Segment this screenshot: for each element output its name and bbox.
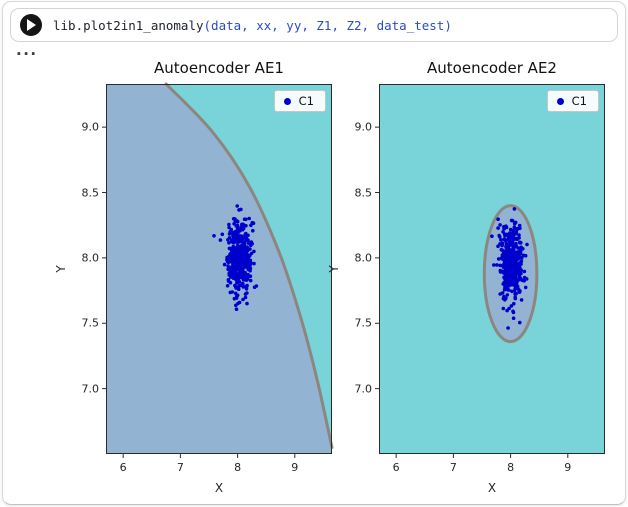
- y-tick-label: 9.0: [354, 120, 373, 134]
- output-options-button[interactable]: ...: [16, 41, 38, 59]
- y-axis-label: Y: [54, 265, 68, 273]
- y-tick-label: 7.0: [81, 382, 100, 396]
- x-tick-label: 8: [234, 461, 242, 474]
- decision-region: [106, 84, 332, 454]
- scatter-points: [490, 207, 529, 330]
- code-line[interactable]: lib.plot2in1_anomaly(data, xx, yy, Z1, Z…: [53, 18, 452, 33]
- plot-canvas: [375, 84, 605, 458]
- x-axis-label: X: [214, 481, 224, 495]
- x-tick-label: 8: [507, 461, 515, 474]
- y-tick-label: 7.0: [354, 382, 373, 396]
- y-tick-label: 8.5: [81, 186, 100, 200]
- scatter-points: [212, 204, 259, 311]
- legend-label: C1: [298, 94, 314, 108]
- x-tick-label: 9: [291, 461, 299, 474]
- x-tick-label: 7: [176, 461, 184, 474]
- code-cell[interactable]: lib.plot2in1_anomaly(data, xx, yy, Z1, Z…: [10, 8, 618, 42]
- play-icon: [27, 19, 36, 31]
- legend: C1: [273, 90, 326, 112]
- y-tick-label: 9.0: [81, 120, 100, 134]
- code-function: lib.plot2in1_anomaly: [53, 17, 204, 33]
- x-tick-label: 6: [119, 461, 127, 474]
- run-button[interactable]: [20, 14, 42, 36]
- figure-output: Autoencoder AE1 6 7 8 9 9.0 8.5 8.0 7.5 7.0 X Y C1 A…: [3, 58, 625, 504]
- code-arguments: (data, xx, yy, Z1, Z2, data_test): [203, 17, 452, 33]
- x-tick-label: 9: [564, 461, 572, 474]
- decision-boundary: [164, 82, 334, 449]
- y-tick-label: 8.0: [354, 251, 373, 265]
- legend-label: C1: [571, 94, 587, 108]
- plot-title: Autoencoder AE1: [154, 59, 284, 77]
- legend-marker: [283, 97, 291, 105]
- y-tick-label: 8.5: [354, 186, 373, 200]
- x-tick-label: 6: [392, 461, 400, 474]
- y-tick-label: 7.5: [81, 316, 100, 330]
- y-tick-label: 8.0: [81, 251, 100, 265]
- legend-marker: [556, 97, 564, 105]
- x-axis-label: X: [487, 481, 497, 495]
- legend: C1: [546, 90, 599, 112]
- x-tick-label: 7: [449, 461, 457, 474]
- plot-ae1: Autoencoder AE1 6 7 8 9 9.0 8.5 8.0 7.5 7.0 X Y C1: [54, 59, 334, 495]
- plot-ae2: Autoencoder AE2 6 7 8 9 9.0 8.5 8.0 7.5 7.0 X Y C1: [327, 59, 605, 495]
- plot-canvas: [102, 82, 334, 458]
- y-tick-label: 7.5: [354, 316, 373, 330]
- y-axis-label: Y: [327, 265, 341, 273]
- axes-frame: [106, 84, 332, 454]
- plot-title: Autoencoder AE2: [427, 59, 557, 77]
- axes-frame: [379, 84, 605, 454]
